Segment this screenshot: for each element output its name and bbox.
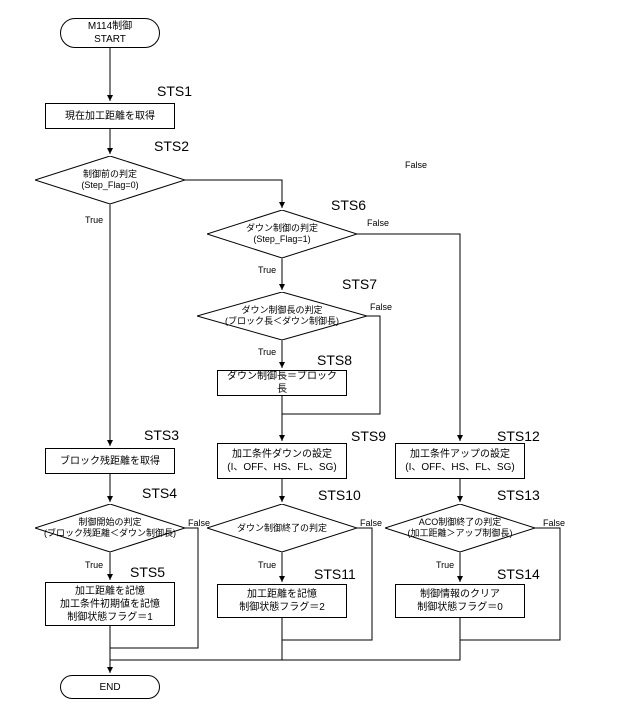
sts6-decision: ダウン制御の判定 (Step_Flag=1) xyxy=(207,210,357,258)
sts13-decision: ACO制御終了の判定 (加工距離＞アップ制御長) xyxy=(385,504,535,552)
start-terminator: M114制御 START xyxy=(60,18,160,48)
sts12-line1: 加工条件アップの設定 xyxy=(410,448,510,461)
sts2-label: STS2 xyxy=(154,138,189,154)
sts2-line2: (Step_Flag=0) xyxy=(81,180,138,190)
sts5-box: 加工距離を記憶 加工条件初期値を記憶 制御状態フラグ＝1 xyxy=(45,582,175,626)
sts6-line2: (Step_Flag=1) xyxy=(253,234,310,244)
sts5-line3: 制御状態フラグ＝1 xyxy=(67,611,153,624)
sts12-label: STS12 xyxy=(497,428,540,444)
sts7-label: STS7 xyxy=(342,276,377,292)
sts13-false-label: False xyxy=(543,518,565,528)
sts2-line1: 制御前の判定 xyxy=(83,169,137,179)
sts4-decision: 制御開始の判定 (ブロック残距離＜ダウン制御長) xyxy=(35,504,185,552)
sts13-true-label: True xyxy=(436,560,454,570)
sts5-line2: 加工条件初期値を記憶 xyxy=(60,598,160,611)
sts1-text: 現在加工距離を取得 xyxy=(65,110,155,123)
sts7-true-label: True xyxy=(258,347,276,357)
sts12-box: 加工条件アップの設定 (I、OFF、HS、FL、SG) xyxy=(395,443,525,479)
sts4-line2: (ブロック残距離＜ダウン制御長) xyxy=(44,528,176,538)
start-line2: START xyxy=(94,33,126,46)
sts6-false-label: False xyxy=(367,218,389,228)
sts10-false-label: False xyxy=(360,518,382,528)
sts3-label: STS3 xyxy=(144,427,179,443)
sts14-line2: 制御状態フラグ＝0 xyxy=(417,601,503,614)
sts14-box: 制御情報のクリア 制御状態フラグ＝0 xyxy=(395,584,525,618)
sts13-line1: ACO制御終了の判定 xyxy=(419,517,502,527)
sts10-label: STS10 xyxy=(318,487,361,503)
sts4-false-label: False xyxy=(188,518,210,528)
sts10-decision: ダウン制御終了の判定 xyxy=(207,504,357,552)
sts13-line2: (加工距離＞アップ制御長) xyxy=(408,528,513,538)
sts6-line1: ダウン制御の判定 xyxy=(246,223,318,233)
sts5-line1: 加工距離を記憶 xyxy=(75,585,145,598)
sts1-label: STS1 xyxy=(157,83,192,99)
sts2-false-label: False xyxy=(405,160,427,170)
sts3-box: ブロック残距離を取得 xyxy=(45,448,175,474)
sts14-label: STS14 xyxy=(497,566,540,582)
sts6-true-label: True xyxy=(258,265,276,275)
sts4-true-label: True xyxy=(85,560,103,570)
sts9-line2: (I、OFF、HS、FL、SG) xyxy=(227,461,336,474)
sts4-label: STS4 xyxy=(142,485,177,501)
sts9-box: 加工条件ダウンの設定 (I、OFF、HS、FL、SG) xyxy=(217,443,347,479)
sts2-true-label: True xyxy=(85,215,103,225)
sts10-true-label: True xyxy=(258,560,276,570)
sts11-line1: 加工距離を記憶 xyxy=(247,588,317,601)
sts11-box: 加工距離を記憶 制御状態フラグ＝2 xyxy=(217,584,347,618)
sts7-line1: ダウン制御長の判定 xyxy=(241,305,322,315)
sts2-decision: 制御前の判定 (Step_Flag=0) xyxy=(35,156,185,204)
sts9-line1: 加工条件ダウンの設定 xyxy=(232,448,332,461)
sts11-label: STS11 xyxy=(314,566,356,582)
sts8-text: ダウン制御長＝ブロック長 xyxy=(224,370,340,396)
sts10-text: ダウン制御終了の判定 xyxy=(237,523,327,533)
sts14-line1: 制御情報のクリア xyxy=(420,588,500,601)
end-terminator: END xyxy=(60,675,160,699)
sts7-decision: ダウン制御長の判定 (ブロック長＜ダウン制御長) xyxy=(197,292,367,340)
sts7-false-label: False xyxy=(370,302,392,312)
sts13-label: STS13 xyxy=(497,487,540,503)
sts8-box: ダウン制御長＝ブロック長 xyxy=(217,370,347,396)
sts3-text: ブロック残距離を取得 xyxy=(60,455,160,468)
sts4-line1: 制御開始の判定 xyxy=(78,517,141,527)
end-label: END xyxy=(99,681,120,694)
sts8-label: STS8 xyxy=(317,352,352,368)
sts1-box: 現在加工距離を取得 xyxy=(45,103,175,129)
start-line1: M114制御 xyxy=(88,20,132,33)
sts11-line2: 制御状態フラグ＝2 xyxy=(239,601,325,614)
sts12-line2: (I、OFF、HS、FL、SG) xyxy=(405,461,514,474)
sts5-label: STS5 xyxy=(130,564,165,580)
sts9-label: STS9 xyxy=(351,428,386,444)
sts7-line2: (ブロック長＜ダウン制御長) xyxy=(225,316,339,326)
